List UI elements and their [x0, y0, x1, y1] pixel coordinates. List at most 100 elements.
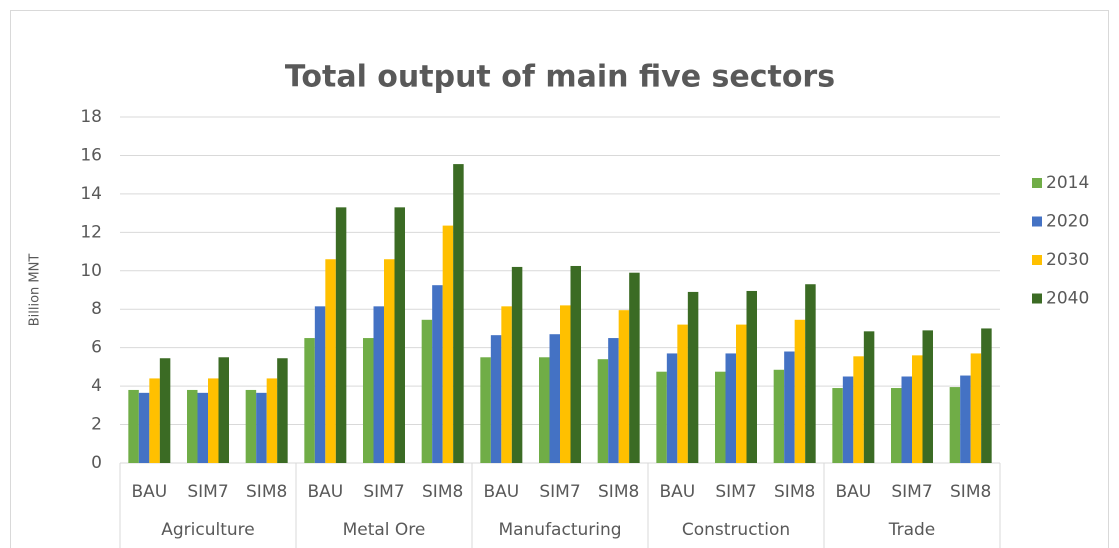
bar — [128, 389, 139, 463]
bar — [666, 353, 678, 463]
bar — [863, 331, 875, 463]
legend-label: 2020 — [1046, 212, 1089, 232]
x-tick-label: SIM8 — [950, 482, 991, 502]
bar — [197, 392, 208, 463]
bar — [511, 266, 523, 463]
bar — [325, 259, 336, 463]
bar — [256, 392, 267, 463]
y-tick-label: 4 — [91, 376, 102, 396]
bar — [629, 272, 640, 463]
y-tick-label: 18 — [80, 107, 102, 127]
bar — [453, 164, 464, 463]
x-tick-label: SIM7 — [891, 482, 932, 502]
y-tick-label: 16 — [80, 145, 102, 165]
bar — [394, 207, 405, 463]
group-label: Metal Ore — [343, 520, 426, 540]
bar — [314, 306, 326, 463]
bar — [363, 338, 374, 463]
x-tick-label: BAU — [307, 482, 343, 502]
bar — [949, 387, 961, 463]
legend-swatch — [1032, 293, 1042, 304]
bar — [715, 371, 726, 463]
group-label: Agriculture — [161, 520, 255, 540]
bar — [901, 376, 912, 463]
bar — [442, 225, 454, 463]
bar — [687, 291, 699, 463]
y-tick-label: 14 — [80, 184, 102, 204]
bar — [746, 290, 757, 463]
x-tick-label: BAU — [659, 482, 695, 502]
bar — [149, 378, 160, 463]
x-tick-label: SIM8 — [422, 482, 463, 502]
bar — [266, 378, 278, 463]
y-tick-label: 0 — [91, 453, 102, 473]
group-label: Trade — [888, 520, 936, 540]
y-tick-label: 10 — [80, 261, 102, 281]
bar — [490, 335, 502, 463]
bar — [480, 357, 491, 463]
legend-swatch — [1032, 255, 1042, 265]
bar — [501, 306, 512, 463]
bar — [218, 357, 229, 463]
legend-swatch — [1032, 216, 1042, 227]
bar — [432, 285, 443, 463]
group-label: Construction — [682, 520, 790, 540]
x-tick-label: SIM8 — [774, 482, 815, 502]
bar — [421, 319, 433, 463]
x-tick-label: SIM7 — [187, 482, 228, 502]
x-tick-label: BAU — [131, 482, 167, 502]
bar — [618, 310, 630, 463]
bar — [335, 207, 347, 463]
bar — [725, 353, 736, 463]
x-tick-label: SIM7 — [715, 482, 756, 502]
bar — [187, 389, 198, 463]
bar — [277, 358, 288, 463]
bar — [373, 306, 384, 463]
bar — [832, 388, 843, 463]
bar — [970, 353, 982, 463]
y-tick-label: 6 — [91, 338, 102, 358]
bar — [773, 369, 785, 463]
x-tick-label: SIM7 — [363, 482, 404, 502]
bar — [677, 324, 688, 463]
bar — [560, 305, 571, 463]
bar — [922, 330, 933, 463]
bar — [853, 356, 864, 463]
bar — [208, 378, 219, 463]
legend-label: 2040 — [1046, 289, 1089, 309]
bar — [384, 259, 395, 463]
bar — [842, 376, 854, 463]
bar — [608, 338, 619, 463]
bar — [539, 357, 550, 463]
bar — [597, 359, 609, 463]
x-tick-label: SIM8 — [246, 482, 287, 502]
x-tick-label: BAU — [483, 482, 519, 502]
bar — [960, 375, 971, 463]
x-tick-label: BAU — [835, 482, 871, 502]
y-tick-label: 8 — [91, 299, 102, 319]
bar — [549, 334, 560, 463]
legend-label: 2030 — [1046, 250, 1089, 270]
y-tick-label: 12 — [80, 222, 102, 242]
chart-title: Total output of main five sectors — [285, 60, 835, 95]
x-tick-label: SIM8 — [598, 482, 639, 502]
bar — [981, 328, 992, 463]
bar — [656, 371, 667, 463]
x-tick-label: SIM7 — [539, 482, 580, 502]
bar — [736, 324, 747, 463]
bar — [794, 319, 806, 463]
bar — [138, 392, 150, 463]
bar — [912, 355, 923, 463]
bar — [570, 265, 581, 463]
y-tick-label: 2 — [91, 415, 102, 435]
bar — [304, 338, 315, 463]
legend-label: 2014 — [1046, 173, 1089, 193]
bar — [159, 358, 171, 463]
bar — [784, 351, 795, 463]
bar — [805, 284, 816, 463]
y-axis-label: Billion MNT — [28, 254, 43, 327]
bar — [891, 388, 902, 463]
bar — [245, 389, 257, 463]
legend-swatch — [1032, 178, 1042, 188]
